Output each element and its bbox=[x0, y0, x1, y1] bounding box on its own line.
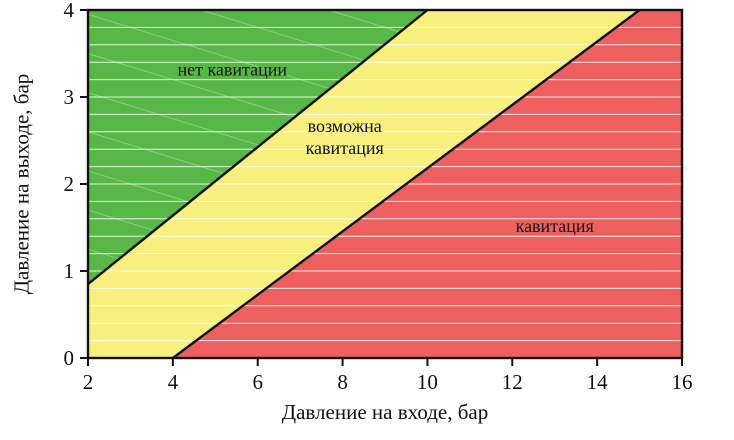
y-tick-label: 1 bbox=[64, 259, 75, 283]
gridlines bbox=[88, 26, 682, 342]
y-tick-label: 2 bbox=[64, 172, 75, 196]
x-tick-label: 10 bbox=[417, 370, 438, 394]
x-tick-label: 12 bbox=[502, 370, 523, 394]
y-tick-label: 3 bbox=[64, 85, 75, 109]
boundary-line-1 bbox=[87, 9, 429, 285]
x-tick-label: 2 bbox=[83, 370, 94, 394]
x-tick-label: 6 bbox=[252, 370, 263, 394]
label-cavitation: кавитация bbox=[516, 216, 594, 236]
y-tick-label: 4 bbox=[64, 0, 75, 22]
y-axis-title: Давление на выходе, бар bbox=[9, 73, 34, 295]
x-tick-label: 16 bbox=[672, 370, 693, 394]
boundary-line-2 bbox=[172, 9, 641, 359]
x-tick-label: 8 bbox=[337, 370, 348, 394]
label-possible-cavitation: возможна кавитация bbox=[306, 116, 384, 158]
label-no-cavitation: нет кавитации bbox=[177, 59, 287, 79]
x-tick-label: 14 bbox=[587, 370, 609, 394]
y-tick-label: 0 bbox=[64, 346, 75, 370]
x-axis-title: Давление на входе, бар bbox=[281, 400, 489, 424]
x-tick-label: 4 bbox=[168, 370, 179, 394]
